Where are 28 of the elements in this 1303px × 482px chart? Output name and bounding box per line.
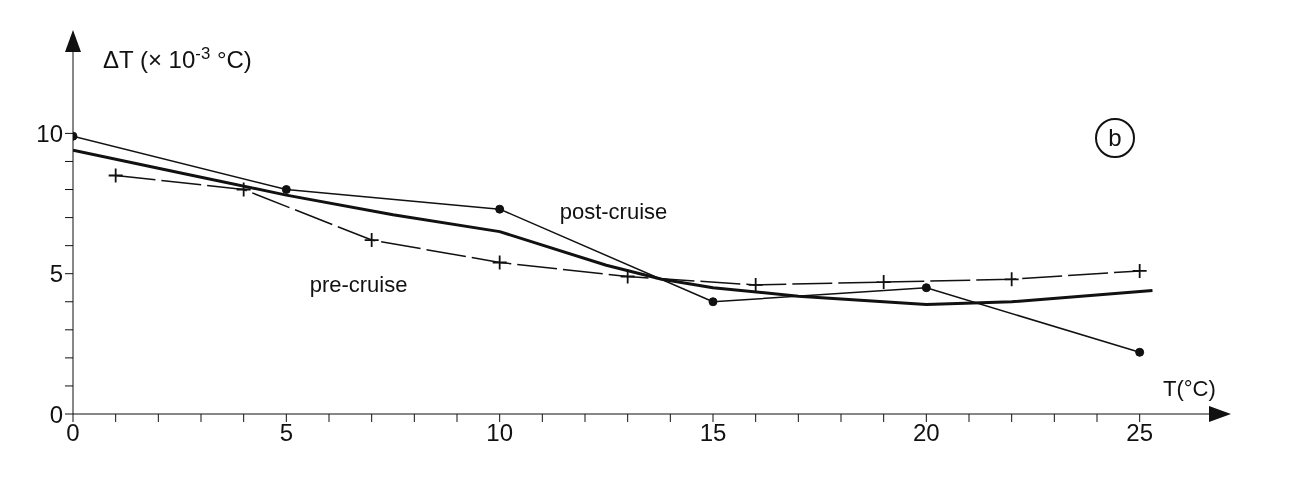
- point: [1003, 271, 1020, 288]
- point: [619, 268, 636, 285]
- y-tick-label: 0: [49, 400, 63, 428]
- point: [491, 254, 508, 271]
- annotation: b: [1108, 124, 1122, 151]
- point: [921, 283, 931, 293]
- y-tick-label: 10: [36, 119, 63, 147]
- x-tick-label: 20: [912, 419, 940, 447]
- point: [1135, 347, 1145, 357]
- point: [875, 274, 892, 291]
- point: [235, 181, 252, 198]
- x-axis-title: T(°C): [1163, 376, 1216, 401]
- point: [107, 167, 124, 184]
- point: [747, 277, 764, 293]
- point: [495, 204, 505, 214]
- x-tick-label: 0: [66, 419, 80, 447]
- point: [281, 185, 291, 195]
- x-tick-label: 25: [1126, 419, 1154, 447]
- y-tick-label: 5: [49, 260, 63, 288]
- y-axis-title: ΔT (× 10$^{-3}$ °C): [103, 43, 252, 73]
- point: [1131, 263, 1148, 279]
- x-tick-label: 5: [279, 419, 294, 447]
- x-tick-label: 15: [699, 419, 727, 447]
- x-tick-label: 10: [486, 419, 514, 447]
- point: [363, 232, 380, 248]
- series-label: post-cruise: [559, 199, 668, 225]
- point: [708, 297, 718, 307]
- series-label: pre-cruise: [309, 272, 408, 298]
